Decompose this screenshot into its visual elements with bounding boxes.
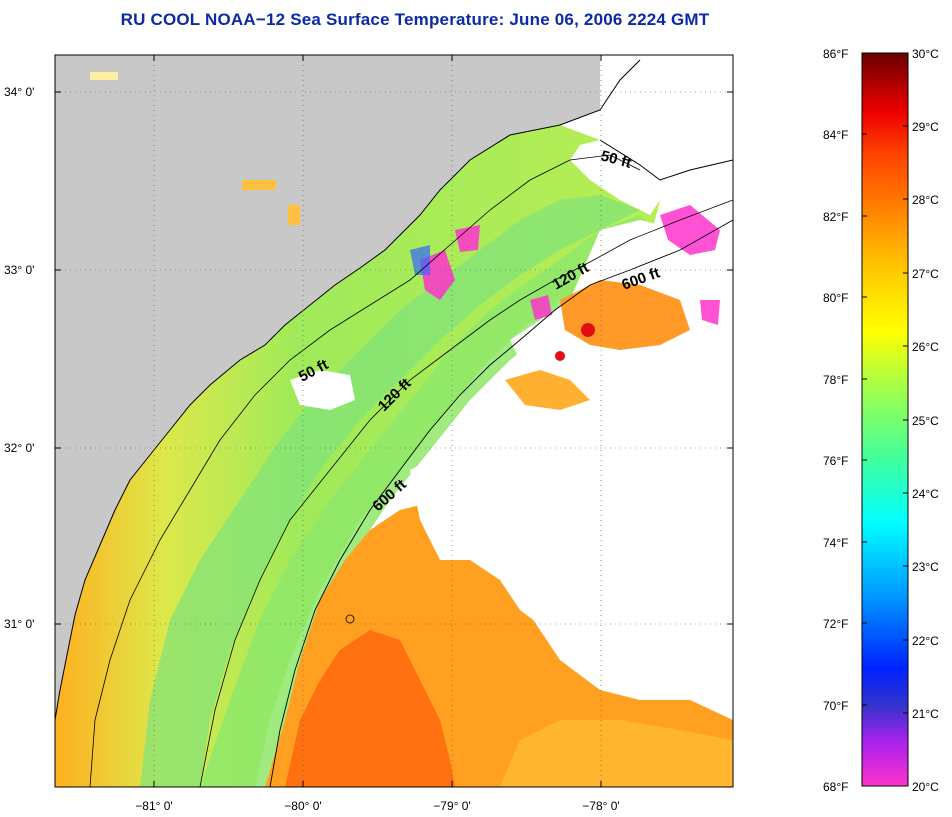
inland-water-patch (288, 205, 300, 225)
lat-tick-label: 32° 0' (4, 441, 34, 455)
colorbar-c-label: 27°C (912, 267, 939, 281)
sea-surface-green-band (140, 195, 640, 787)
colorbar-c-label: 22°C (912, 634, 939, 648)
lat-tick-label: 31° 0' (4, 617, 34, 631)
colorbar-f-label: 78°F (823, 373, 848, 387)
colorbar-c-label: 28°C (912, 193, 939, 207)
colorbar-f-label: 86°F (823, 47, 848, 61)
isobath-50ft (89, 154, 641, 787)
hot-spot (581, 323, 595, 337)
colorbar-c-label: 23°C (912, 560, 939, 574)
colorbar-f-label: 72°F (823, 617, 848, 631)
inland-water-patch (90, 72, 118, 80)
cloud-patch (290, 370, 355, 410)
lon-tick-label: −78° 0' (582, 799, 619, 813)
colorbar-f-label: 74°F (823, 536, 848, 550)
colorbar-c-label: 25°C (912, 414, 939, 428)
cool-patch (530, 295, 552, 320)
map-grid (55, 55, 733, 787)
colorbar-f-label: 80°F (823, 291, 848, 305)
cool-patch (410, 245, 430, 275)
colorbar-f-label: 82°F (823, 210, 848, 224)
hot-spot (555, 351, 565, 361)
colorbar-c-ticks (903, 52, 908, 787)
colorbar (861, 52, 909, 787)
colorbar-f-label: 70°F (823, 699, 848, 713)
cloud-patch (410, 410, 733, 660)
sea-surface-warm-east (500, 720, 733, 787)
isobath-600ft (269, 219, 733, 787)
cloud-patch (660, 80, 733, 210)
colorbar-c-label: 29°C (912, 120, 939, 134)
land-area (55, 55, 600, 720)
lat-tick-label: 34° 0' (4, 85, 34, 99)
station-marker (345, 614, 355, 624)
inland-water-patch (242, 180, 276, 190)
map-plot-area: 50 ft 120 ft 600 ft 50 ft 120 ft 600 ft (55, 55, 733, 787)
colorbar-c-label: 20°C (912, 780, 939, 794)
colorbar-f-label: 76°F (823, 454, 848, 468)
lon-tick-label: −79° 0' (433, 799, 470, 813)
cool-patch (455, 225, 480, 252)
colorbar-c-label: 30°C (912, 47, 939, 61)
map-title: RU COOL NOAA−12 Sea Surface Temperature:… (120, 10, 710, 29)
lon-tick-label: −81° 0' (135, 799, 172, 813)
lon-tick-label: −80° 0' (284, 799, 321, 813)
cloud-patch (570, 140, 660, 215)
colorbar-f-label: 68°F (823, 780, 848, 794)
sea-surface-warm-ne2 (505, 370, 590, 410)
isobath-120ft (199, 199, 733, 787)
cool-patch (700, 300, 720, 325)
colorbar-c-label: 21°C (912, 707, 939, 721)
colorbar-c-label: 24°C (912, 487, 939, 501)
coastline (55, 59, 641, 721)
coastline-ne (599, 139, 733, 181)
cool-patch (660, 205, 720, 255)
lat-tick-label: 33° 0' (4, 263, 34, 277)
colorbar-f-ticks (862, 52, 867, 787)
sea-surface-hot-core (285, 630, 455, 787)
map-frame (54, 54, 734, 788)
colorbar-c-label: 26°C (912, 340, 939, 354)
frame-ticks (55, 55, 733, 787)
colorbar-f-label: 84°F (823, 128, 848, 142)
